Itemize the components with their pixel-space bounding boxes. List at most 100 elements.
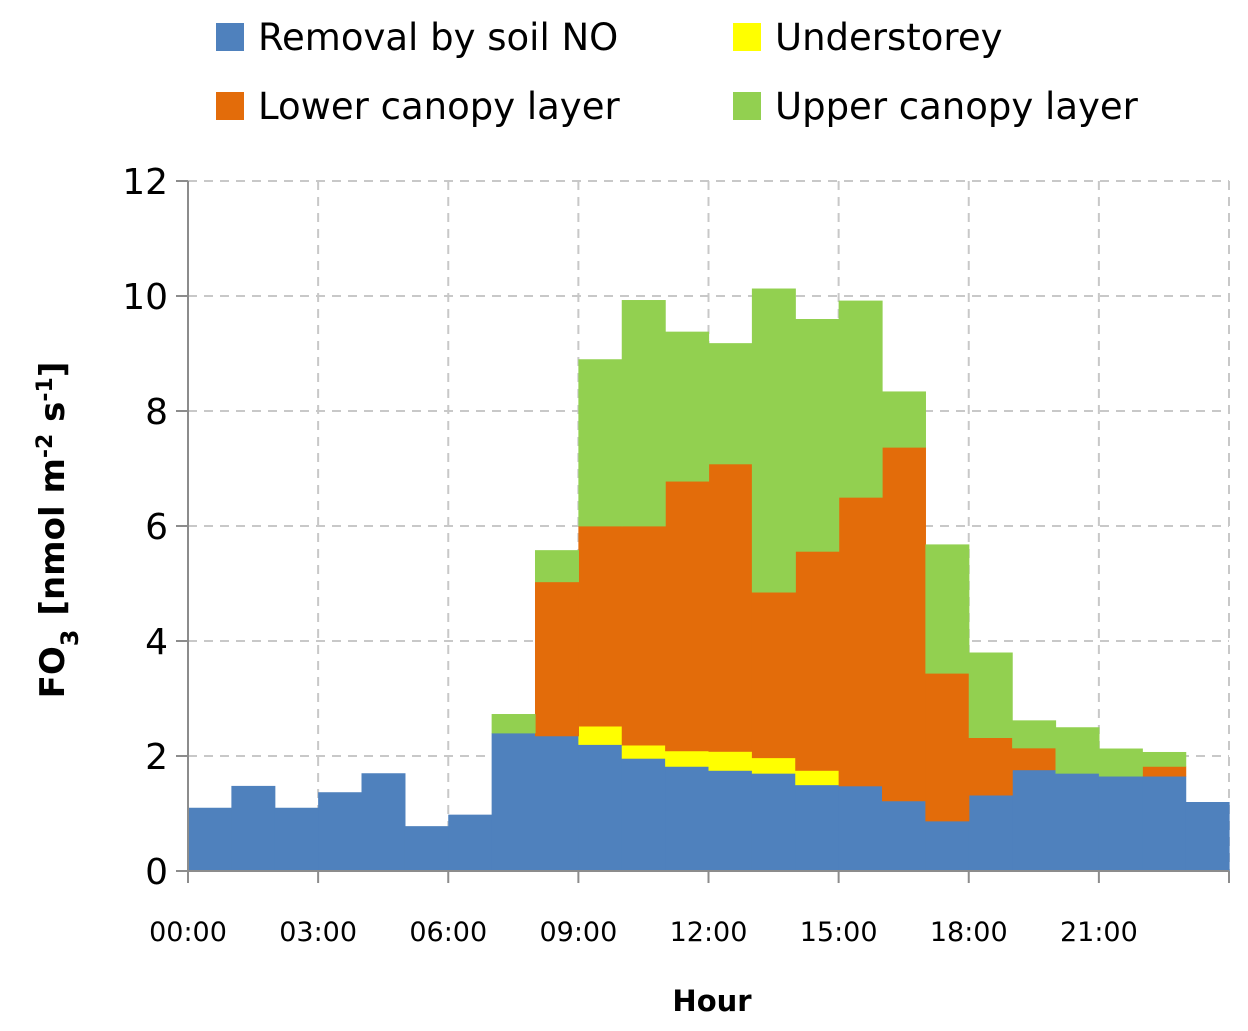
y-axis-title-sub: 3 bbox=[56, 630, 84, 647]
legend-swatch-removal-by-soil-no bbox=[216, 23, 244, 51]
y-axis-title-main: FO bbox=[33, 646, 73, 698]
bar-removal-by-soil-no-23 bbox=[1185, 802, 1230, 872]
bar-lower-canopy-layer-18 bbox=[968, 737, 1013, 796]
bar-lower-canopy-layer-15 bbox=[838, 497, 883, 787]
legend-swatch-understorey bbox=[733, 23, 761, 51]
bar-removal-by-soil-no-5 bbox=[404, 826, 449, 872]
bar-upper-canopy-layer-16 bbox=[882, 391, 926, 448]
legend-item-understorey: Understorey bbox=[733, 16, 1002, 59]
legend: Removal by soil NO Understorey Lower can… bbox=[216, 16, 1139, 128]
bar-removal-by-soil-no-18 bbox=[968, 795, 1013, 872]
bar-removal-by-soil-no-6 bbox=[448, 814, 493, 872]
bar-removal-by-soil-no-1 bbox=[231, 785, 276, 872]
legend-label-removal-by-soil-no: Removal by soil NO bbox=[258, 16, 618, 59]
bar-upper-canopy-layer-9 bbox=[578, 359, 623, 527]
bar-removal-by-soil-no-15 bbox=[838, 785, 883, 872]
x-tick-label: 15:00 bbox=[800, 917, 878, 948]
bar-upper-canopy-layer-15 bbox=[838, 300, 883, 498]
bar-lower-canopy-layer-17 bbox=[925, 673, 970, 822]
bar-removal-by-soil-no-20 bbox=[1055, 773, 1100, 872]
bar-upper-canopy-layer-14 bbox=[795, 319, 840, 552]
bar-understorey-14 bbox=[795, 770, 840, 786]
bar-removal-by-soil-no-21 bbox=[1098, 776, 1143, 872]
bar-lower-canopy-layer-11 bbox=[665, 481, 710, 752]
legend-swatch-lower-canopy-layer bbox=[216, 92, 244, 120]
bar-removal-by-soil-no-17 bbox=[925, 820, 970, 872]
bar-removal-by-soil-no-13 bbox=[751, 773, 796, 872]
bar-understorey-11 bbox=[665, 750, 710, 767]
y-axis-title-units-sup1: -2 bbox=[33, 434, 58, 458]
bar-removal-by-soil-no-7 bbox=[491, 733, 536, 872]
bar-lower-canopy-layer-19 bbox=[1012, 747, 1057, 771]
bar-removal-by-soil-no-4 bbox=[361, 773, 406, 872]
bar-lower-canopy-layer-9 bbox=[578, 526, 623, 727]
y-tick-label: 8 bbox=[145, 392, 168, 433]
bar-understorey-12 bbox=[708, 751, 753, 771]
bar-removal-by-soil-no-22 bbox=[1142, 776, 1187, 872]
bar-removal-by-soil-no-14 bbox=[795, 784, 840, 872]
bar-lower-canopy-layer-12 bbox=[708, 463, 753, 752]
y-tick-label: 0 bbox=[145, 852, 168, 893]
bar-upper-canopy-layer-11 bbox=[665, 331, 710, 482]
bar-understorey-9 bbox=[578, 726, 623, 745]
legend-item-lower-canopy-layer: Lower canopy layer bbox=[216, 85, 620, 128]
legend-label-lower-canopy-layer: Lower canopy layer bbox=[258, 85, 620, 128]
legend-label-understorey: Understorey bbox=[775, 16, 1002, 59]
bar-understorey-13 bbox=[751, 757, 796, 774]
x-tick-label: 00:00 bbox=[149, 917, 227, 948]
bar-removal-by-soil-no-9 bbox=[578, 744, 623, 872]
legend-item-upper-canopy-layer: Upper canopy layer bbox=[733, 85, 1139, 128]
bar-lower-canopy-layer-8 bbox=[535, 581, 579, 737]
y-tick-label: 4 bbox=[145, 622, 168, 663]
bar-upper-canopy-layer-20 bbox=[1055, 727, 1100, 774]
bar-removal-by-soil-no-0 bbox=[188, 807, 232, 872]
y-axis-title: FO3 [nmol m-2 s-1] bbox=[33, 362, 85, 699]
bar-removal-by-soil-no-3 bbox=[318, 792, 363, 872]
y-axis-title-units-prefix: [nmol m bbox=[33, 458, 73, 615]
x-tick-label: 06:00 bbox=[409, 917, 487, 948]
bar-lower-canopy-layer-10 bbox=[621, 526, 666, 746]
x-tick-labels: 00:00 03:00 06:00 09:00 12:00 15:00 18:00 21:00 bbox=[149, 917, 1138, 948]
y-tick-label: 6 bbox=[145, 507, 168, 548]
bar-lower-canopy-layer-22 bbox=[1142, 766, 1187, 777]
x-tick-label: 21:00 bbox=[1060, 917, 1138, 948]
axes bbox=[176, 180, 1230, 883]
x-tick-label: 09:00 bbox=[539, 917, 617, 948]
bar-upper-canopy-layer-10 bbox=[621, 300, 666, 527]
bar-upper-canopy-layer-18 bbox=[968, 652, 1013, 738]
bar-removal-by-soil-no-2 bbox=[274, 807, 319, 872]
bar-removal-by-soil-no-19 bbox=[1012, 769, 1057, 872]
bar-removal-by-soil-no-8 bbox=[535, 735, 579, 872]
bar-upper-canopy-layer-17 bbox=[925, 544, 970, 674]
bar-removal-by-soil-no-11 bbox=[665, 766, 710, 872]
bar-upper-canopy-layer-21 bbox=[1098, 748, 1143, 777]
bar-removal-by-soil-no-16 bbox=[882, 800, 926, 872]
bar-lower-canopy-layer-13 bbox=[751, 592, 796, 759]
bar-upper-canopy-layer-13 bbox=[751, 288, 796, 593]
legend-label-upper-canopy-layer: Upper canopy layer bbox=[775, 85, 1139, 128]
y-tick-label: 12 bbox=[122, 162, 168, 203]
y-tick-label: 2 bbox=[145, 737, 168, 778]
bar-removal-by-soil-no-12 bbox=[708, 770, 753, 872]
bar-upper-canopy-layer-12 bbox=[708, 343, 753, 465]
bar-removal-by-soil-no-10 bbox=[621, 758, 666, 872]
legend-swatch-upper-canopy-layer bbox=[733, 92, 761, 120]
y-axis-title-units-sup2: -1 bbox=[33, 377, 58, 401]
bar-understorey-10 bbox=[621, 745, 666, 759]
x-tick-label: 03:00 bbox=[279, 917, 357, 948]
bar-upper-canopy-layer-22 bbox=[1142, 751, 1187, 767]
bar-lower-canopy-layer-16 bbox=[882, 447, 926, 802]
bar-upper-canopy-layer-7 bbox=[491, 714, 536, 734]
bar-lower-canopy-layer-14 bbox=[795, 551, 840, 771]
plot-bars bbox=[188, 288, 1230, 872]
y-axis-title-units-suffix: ] bbox=[33, 362, 73, 378]
legend-item-removal-by-soil-no: Removal by soil NO bbox=[216, 16, 618, 59]
bar-upper-canopy-layer-8 bbox=[535, 550, 579, 583]
y-tick-labels: 0 2 4 6 8 10 12 bbox=[122, 162, 168, 893]
x-tick-label: 18:00 bbox=[930, 917, 1008, 948]
y-axis-title-units-mid: s bbox=[33, 402, 73, 434]
y-tick-label: 10 bbox=[122, 277, 168, 318]
x-axis-title: Hour bbox=[672, 984, 752, 1018]
bar-upper-canopy-layer-19 bbox=[1012, 720, 1057, 749]
